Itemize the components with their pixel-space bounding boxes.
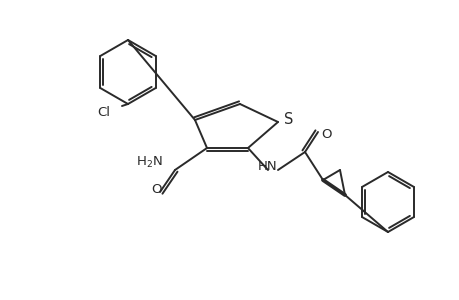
Text: HN: HN	[257, 160, 277, 173]
Text: O: O	[320, 128, 331, 141]
Text: O: O	[151, 183, 162, 196]
Text: Cl: Cl	[97, 106, 110, 118]
Text: H$_2$N: H$_2$N	[136, 154, 162, 169]
Text: S: S	[283, 112, 293, 127]
